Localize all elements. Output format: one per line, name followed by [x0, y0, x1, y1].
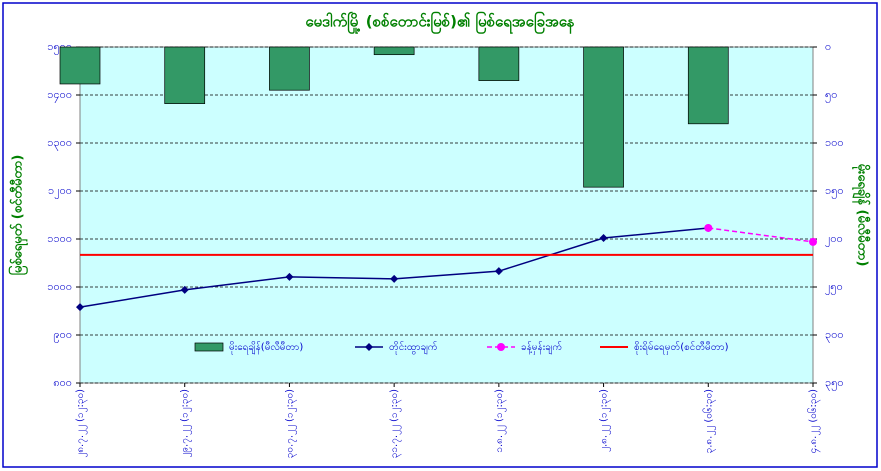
line [708, 227, 814, 243]
marker [76, 303, 84, 312]
marker [390, 274, 399, 283]
bar [583, 46, 624, 188]
y-tick-label: ၁၁၀၀ [47, 232, 72, 245]
y-tick-label: ၈၀၀ [53, 376, 72, 389]
y-tick-label: ၁၀၀၀ [47, 280, 72, 293]
x-tick-label: ၃၀.၇.၂၂ (၁၂:၃၀) [284, 389, 297, 458]
y2-tick-label: ၅၀ [825, 88, 837, 103]
legend-swatch [194, 342, 224, 352]
y2-tick-label: ၃၅၀ [825, 376, 844, 391]
legend-label: ခန့်မှန်းချက် [521, 340, 562, 355]
bar [164, 46, 206, 104]
marker [704, 223, 713, 232]
x-tick-label: ၃.၈.၂၂ (၀၆:၃၀) [701, 389, 716, 453]
legend-label: တိုင်းထွာချက် [389, 340, 438, 355]
y-tick-label: ၁၂၀၀ [48, 184, 72, 199]
y2-tick-label: ၂၀၀ [825, 232, 843, 247]
x-tick-label: ၁.၈.၂၂ (၁၂:၃၀) [494, 389, 507, 453]
legend-label: စိုးရိမ်ရေမှတ်(စင်တီမီတာ) [634, 340, 729, 355]
y-tick-label: ၁၄၀၀ [47, 88, 72, 103]
legend-marker [365, 343, 373, 351]
y2-axis-label: မိုးရေချိန် (မီလီမီတာ) [852, 164, 872, 267]
y-tick-label: ၁၃၀၀ [47, 136, 72, 151]
legend-marker [497, 343, 505, 351]
y2-tick-label: ၁၅၀ [825, 184, 844, 199]
marker [285, 272, 294, 281]
y2-tick-label: ၀ [825, 40, 831, 53]
marker [180, 285, 189, 294]
y2-tick-label: ၂၅၀ [825, 280, 843, 295]
y-axis-label: မြစ်ရေမှတ် (စင်တီမီတာ) [8, 155, 29, 276]
bar [269, 46, 310, 91]
y2-tick-label: ၁၀၀ [825, 136, 844, 149]
y2-tick-label: ၃၀၀ [825, 328, 844, 343]
x-tick-label: ၃၁.၇.၂၂ (၁၂:၃၀) [389, 389, 402, 458]
x-tick-label: ၄.၈.၂၂ (၀၆:၃၀) [806, 389, 821, 453]
marker [599, 234, 608, 243]
legend-label: မိုးရေချိန်(မီလီမီတာ) [229, 340, 303, 355]
bar [478, 46, 520, 81]
x-tick-label: ၂၉.၇.၂၂ (၁၂:၃၀) [180, 389, 193, 458]
y-tick-label: ၉၀၀ [53, 328, 72, 343]
bar [373, 46, 415, 56]
marker [494, 267, 503, 276]
bar [59, 46, 101, 85]
bar [687, 46, 729, 125]
x-tick-label: ၂.၈.၂၂ (၁၂:၃၀) [599, 389, 612, 452]
marker [809, 237, 817, 246]
x-tick-label: ၂၈.၇.၂၂ (၁၂:၃၀) [75, 389, 88, 458]
